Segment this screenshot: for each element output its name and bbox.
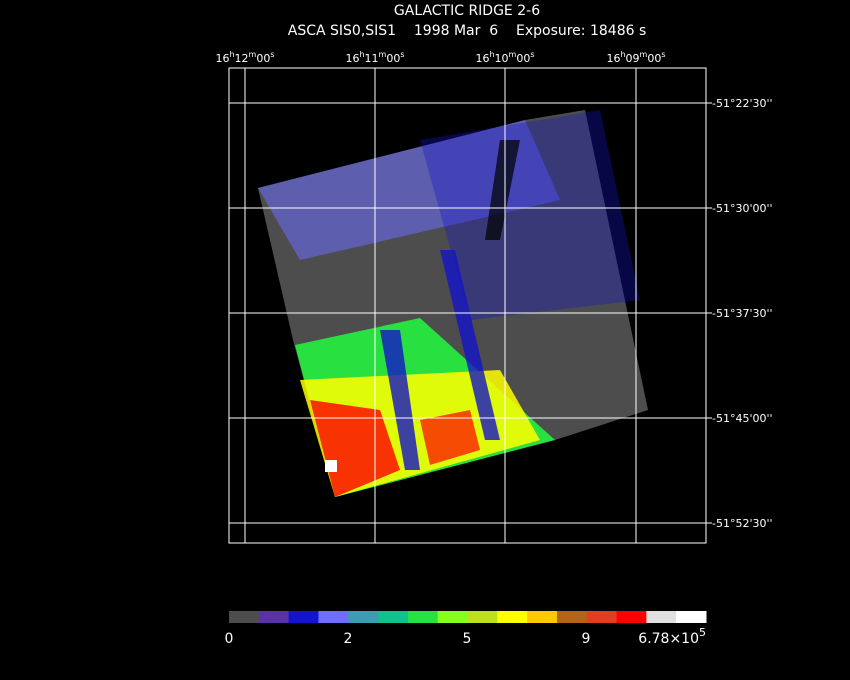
colorbar-label: 2 [344, 631, 353, 647]
colorbar-swatch [467, 611, 498, 623]
ra-unit: m [640, 50, 648, 59]
dec-tick-label: -51°45'00'' [712, 412, 773, 425]
region [440, 250, 500, 440]
region [325, 460, 337, 472]
ra-unit: m [509, 50, 517, 59]
ra-number: 10 [495, 52, 509, 65]
colorbar: 0 2 5 9 6.78×105 [225, 611, 707, 647]
ra-tick-label: 16h09m00s [606, 50, 665, 65]
region [420, 110, 640, 320]
sky-image [258, 110, 648, 497]
dec-tick-label: -51°37'30'' [712, 307, 773, 320]
colorbar-swatch [229, 611, 260, 623]
ra-number: 00 [386, 52, 400, 65]
dec-tick-label: -51°52'30'' [712, 517, 773, 530]
ra-tick-label: 16h11m00s [345, 50, 404, 65]
region [258, 120, 560, 260]
ra-unit: s [400, 50, 404, 59]
colorbar-swatch [378, 611, 409, 623]
ra-tick-label: 16h10m00s [475, 50, 534, 65]
ra-number: 16 [606, 52, 620, 65]
ra-unit: h [229, 50, 234, 59]
exponent: 5 [699, 626, 706, 639]
colorbar-swatch [258, 611, 290, 623]
region [485, 140, 520, 240]
title: GALACTIC RIDGE 2-6 [394, 3, 540, 19]
colorbar-swatch [586, 611, 618, 623]
subtitle: ASCA SIS0,SIS1 1998 Mar 6 Exposure: 1848… [288, 23, 647, 39]
ra-unit: s [270, 50, 274, 59]
ra-tick-label: 16h12m00s [215, 50, 274, 65]
ra-unit: h [359, 50, 364, 59]
colorbar-swatch [437, 611, 468, 623]
colorbar-max-label: 6.78×105 [638, 626, 706, 647]
colorbar-swatch [348, 611, 379, 623]
colorbar-swatch [288, 611, 319, 623]
mantissa: 6.78×10 [638, 631, 699, 647]
ra-number: 09 [626, 52, 640, 65]
ra-unit: s [530, 50, 534, 59]
frame [228, 67, 707, 544]
colorbar-swatch [527, 611, 558, 623]
ra-number: 00 [516, 52, 530, 65]
colorbar-label: 0 [225, 631, 234, 647]
ra-unit: s [661, 50, 665, 59]
labels: 16h12m00s 16h11m00s 16h10m00s 16h09m00s-51°… [215, 50, 772, 530]
colorbar-swatch [318, 611, 349, 623]
colorbar-label: 9 [582, 631, 591, 647]
ra-number: 00 [647, 52, 661, 65]
ra-number: 12 [235, 52, 249, 65]
colorbar-swatch [497, 611, 528, 623]
ra-unit: m [249, 50, 257, 59]
colorbar-swatch [616, 611, 647, 623]
region [310, 400, 400, 497]
colorbar-label: 5 [463, 631, 472, 647]
ra-unit: h [489, 50, 494, 59]
colorbar-swatch [646, 611, 677, 623]
ra-number: 11 [365, 52, 379, 65]
dec-tick-label: -51°30'00'' [712, 202, 773, 215]
ra-number: 16 [345, 52, 359, 65]
region [380, 330, 420, 470]
ra-number: 16 [215, 52, 229, 65]
ra-unit: m [379, 50, 387, 59]
colorbar-swatch [676, 611, 707, 623]
grid [228, 67, 707, 544]
ra-number: 16 [475, 52, 489, 65]
colorbar-swatch [407, 611, 439, 623]
ra-unit: h [620, 50, 625, 59]
colorbar-swatch [556, 611, 588, 623]
region [420, 410, 480, 465]
dec-tick-label: -51°22'30'' [712, 97, 773, 110]
ra-number: 00 [256, 52, 270, 65]
